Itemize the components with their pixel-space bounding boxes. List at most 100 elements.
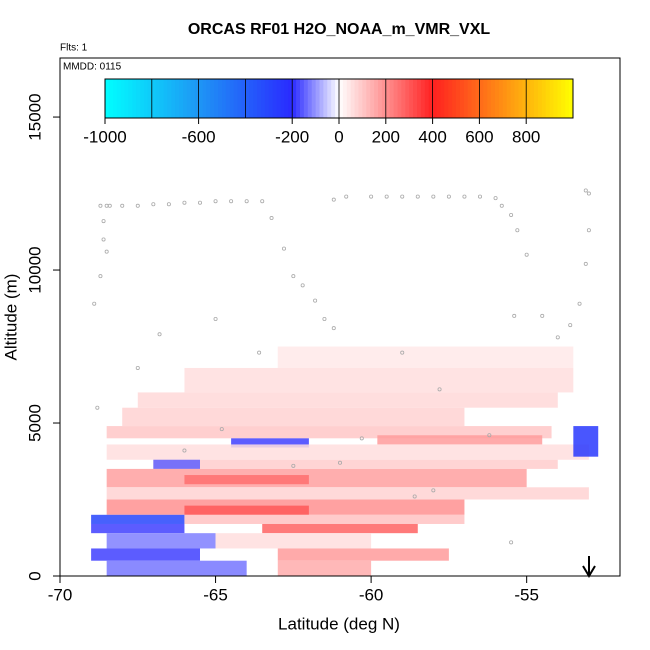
heat-cell (215, 533, 372, 549)
track-point (219, 427, 224, 432)
colorbar-swatch (335, 79, 340, 118)
colorbar-swatch (296, 79, 301, 118)
colorbar-swatch (432, 79, 437, 118)
colorbar-swatch (179, 79, 184, 118)
colorbar-swatch (233, 79, 239, 118)
colorbar-swatch (327, 79, 332, 118)
colorbar-swatch (151, 79, 157, 118)
track-point (509, 540, 514, 545)
colorbar-swatch (530, 79, 535, 118)
colorbar-swatch (436, 79, 441, 118)
colorbar-swatch (424, 79, 430, 118)
colorbar-swatch (280, 79, 285, 118)
track-point (493, 196, 498, 201)
track-point (322, 316, 327, 321)
colorbar-tick-label: -1000 (83, 127, 126, 146)
y-tick-label: 15000 (25, 93, 44, 140)
colorbar-swatch (526, 79, 531, 118)
y-tick-label: 10000 (25, 246, 44, 293)
flights-label: Flts: 1 (60, 43, 88, 54)
colorbar-swatch (420, 79, 426, 118)
track-point (586, 228, 591, 233)
track-point (182, 448, 187, 453)
colorbar-swatch (225, 79, 231, 118)
colorbar-swatch (495, 79, 500, 118)
track-point (586, 191, 591, 196)
colorbar-swatch (456, 79, 461, 118)
colorbar-swatch (378, 79, 383, 118)
colorbar-swatch (237, 79, 242, 118)
heat-cell (91, 514, 185, 524)
track-point (415, 194, 420, 199)
colorbar-swatch (374, 79, 379, 118)
colorbar-swatch (506, 79, 512, 118)
colorbar-swatch (358, 79, 363, 118)
heat-cell (106, 533, 216, 549)
colorbar-swatch (409, 79, 414, 118)
track-point (515, 228, 520, 233)
heat-cell (277, 560, 372, 576)
track-point (431, 194, 436, 199)
colorbar-swatch (206, 79, 211, 118)
colorbar-swatch (553, 79, 558, 118)
colorbar-swatch (444, 79, 449, 118)
colorbar-tick-label: -200 (275, 127, 309, 146)
track-point (197, 200, 202, 205)
colorbar-swatch (393, 79, 398, 118)
track-point (213, 316, 218, 321)
y-tick-label: 0 (25, 571, 44, 580)
colorbar-tick-label: -600 (182, 127, 216, 146)
heat-cell (106, 426, 552, 439)
colorbar-swatch (339, 79, 344, 118)
track-point (487, 433, 492, 438)
colorbar-swatch (284, 79, 289, 118)
colorbar-swatch (491, 79, 496, 118)
colorbar-swatch (370, 79, 375, 118)
heat-cell (277, 548, 449, 561)
chart-title: ORCAS RF01 H2O_NOAA_m_VMR_VXL (188, 21, 491, 38)
x-tick-label: -70 (48, 585, 73, 604)
heat-cell (153, 459, 558, 469)
track-point (344, 194, 349, 199)
colorbar-swatch (108, 79, 114, 118)
colorbar-swatch (498, 79, 504, 118)
heat-cell (91, 523, 185, 534)
colorbar-swatch (264, 79, 270, 118)
colorbar-swatch (202, 79, 207, 118)
track-point (213, 199, 218, 204)
y-tick-label: 5000 (25, 404, 44, 442)
heat-cell (573, 426, 599, 457)
colorbar-swatch (510, 79, 515, 118)
track-point (151, 202, 156, 207)
y-axis-label: Altitude (m) (1, 274, 20, 361)
x-tick-label: -55 (514, 585, 539, 604)
colorbar-swatch (257, 79, 262, 118)
colorbar-swatch (136, 79, 141, 118)
colorbar-swatch (346, 79, 352, 118)
colorbar-swatch (116, 79, 122, 118)
colorbar-swatch (171, 79, 176, 118)
track-point (281, 246, 286, 251)
track-point (555, 335, 560, 340)
direction-arrow (582, 556, 596, 578)
colorbar-swatch (565, 79, 570, 118)
colorbar-swatch (401, 79, 406, 118)
colorbar-swatch (253, 79, 258, 118)
colorbar-swatch (315, 79, 320, 118)
heat-cell (106, 468, 527, 488)
axes: -70 -65 -60 -55 0 5000 10000 15000 (25, 93, 538, 604)
track-point (101, 219, 106, 224)
colorbar-swatch (323, 79, 328, 118)
colorbar-swatch (276, 79, 281, 118)
colorbar-swatch (537, 79, 543, 118)
colorbar-swatch (342, 79, 348, 118)
colorbar-swatch (389, 79, 395, 118)
track-point (135, 365, 140, 370)
track-point (509, 212, 514, 217)
colorbar-swatch (190, 79, 196, 118)
colorbar-swatch (120, 79, 125, 118)
heat-cell (184, 367, 574, 393)
colorbar-swatch (147, 79, 153, 118)
x-tick-label: -65 (203, 585, 228, 604)
colorbar-swatch (405, 79, 410, 118)
